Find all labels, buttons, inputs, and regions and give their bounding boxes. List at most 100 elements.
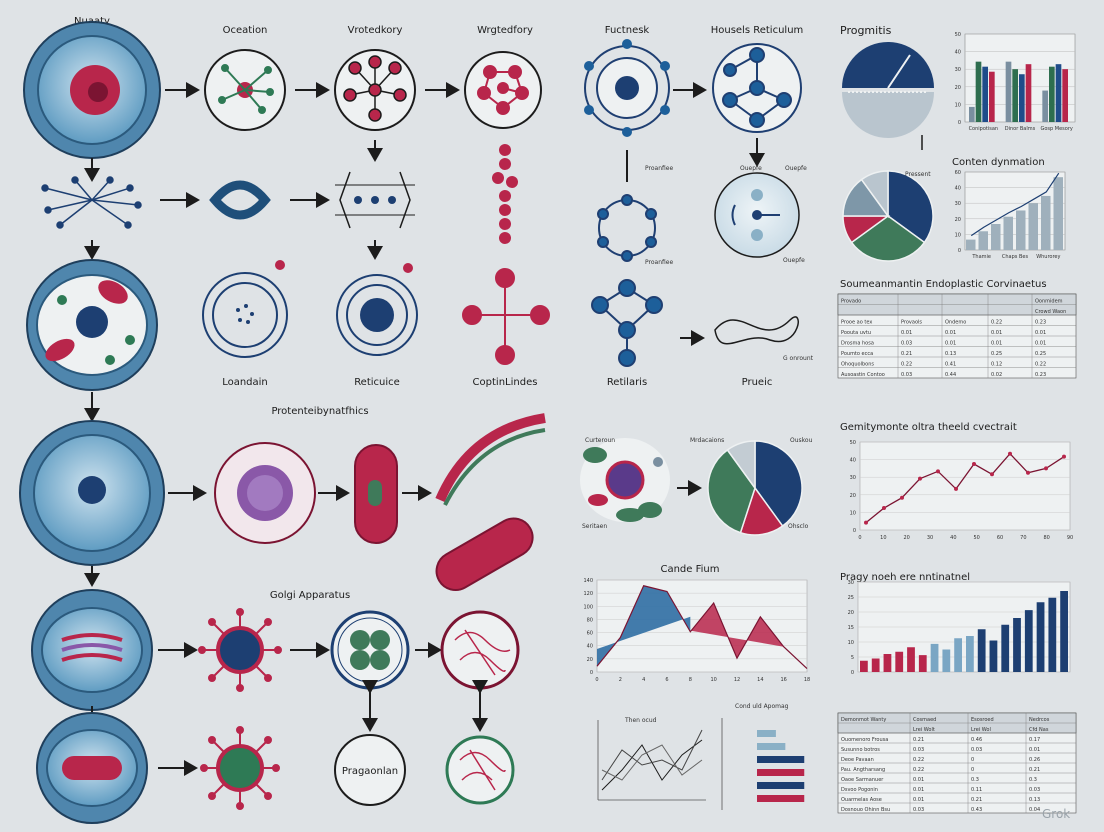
label-oceation: Oceation xyxy=(223,25,268,36)
table1: Provado Prooe ao tex Poouta uvtu Drosma hos… xyxy=(837,293,1077,379)
table-cell: 0.41 xyxy=(945,362,956,368)
line2-point xyxy=(1026,470,1030,475)
area-xtick: 0 xyxy=(595,677,598,683)
hbars-bar xyxy=(757,743,786,750)
table-cell: 0.44 xyxy=(945,372,956,378)
line2-xtick: 80 xyxy=(1043,535,1049,541)
mesh-vesicle-green xyxy=(445,735,515,805)
table-cell: 0.01 xyxy=(945,341,956,347)
table-cell: Ausoastin Contoo xyxy=(841,372,885,378)
bar1-ytick: 0 xyxy=(958,120,961,126)
pragy-bar-chart: 30 25 20 15 10 5 0 xyxy=(848,580,1071,676)
coptin-cross xyxy=(462,268,550,365)
line1-category-label: Chaps Bes xyxy=(1002,254,1029,260)
table-cell: 0.23 xyxy=(1035,320,1046,326)
table-cell: Ouomenoro Frousa xyxy=(841,737,888,743)
red-capsule xyxy=(354,444,398,544)
bar2-bar xyxy=(907,647,915,672)
line2-point xyxy=(990,472,994,477)
table-cell: 0.13 xyxy=(1029,797,1040,803)
line2-title: Gemitymonte oltra theeld cvectrait xyxy=(840,422,1017,433)
conten-dynmation-title: Conten dynmation xyxy=(952,157,1045,168)
line2-xtick: 30 xyxy=(927,535,933,541)
cande-fium-title: Cande Fium xyxy=(660,564,719,575)
table-header-cell: Demonmot Wanty xyxy=(841,717,886,723)
pie1-annotation: Pressent xyxy=(905,171,931,178)
table-cell: 0.01 xyxy=(901,330,912,336)
line1-bar xyxy=(1041,195,1051,250)
mini-label-mrdacaions: Mrdacaions xyxy=(690,437,724,444)
hbars-bar xyxy=(757,769,805,776)
line2-xtick: 40 xyxy=(950,535,956,541)
table-subheader-cell: Cfd Nas xyxy=(1029,727,1049,733)
sline-series xyxy=(601,729,703,781)
table-cell: 0.17 xyxy=(1029,737,1040,743)
table-cell: Ohoquolbons xyxy=(841,362,874,368)
line1-category-label: Whurorey xyxy=(1036,254,1060,260)
fibrils xyxy=(435,413,546,591)
line2-point xyxy=(882,506,886,510)
table-cell: 0.3 xyxy=(971,777,979,783)
mini-cell xyxy=(580,438,670,522)
bar2-title: Pragy noeh ere nntinatnel xyxy=(840,572,970,583)
table-cell: Poouta uvtu xyxy=(841,330,871,336)
area-ytick: 60 xyxy=(587,631,593,637)
table-cell: 0.21 xyxy=(971,797,982,803)
golgi-cell xyxy=(31,589,153,711)
area-xtick: 6 xyxy=(665,677,668,683)
table-cell: 0.22 xyxy=(1035,362,1046,368)
line2-ytick: 40 xyxy=(850,458,856,464)
area-ytick: 140 xyxy=(583,578,593,584)
table-cell: 0.01 xyxy=(1035,341,1046,347)
label-vrotedkory: Vrotedkory xyxy=(348,25,403,36)
bar1-category-label: Dinor Balms xyxy=(1005,126,1036,132)
bar2-ytick: 5 xyxy=(851,655,854,661)
bar2-bar xyxy=(871,658,880,672)
gemitymonte-line-chart: 50 40 30 20 10 00 10 20 30 40 50 60 70 80 90 xyxy=(850,440,1074,541)
oceation-network xyxy=(204,49,286,131)
bar1-bar xyxy=(1025,64,1032,122)
line2-point xyxy=(900,495,904,500)
hbars-title: Cond uld Apomag xyxy=(735,703,789,710)
bar2-bar xyxy=(977,629,986,672)
table-cell: 0.01 xyxy=(913,797,924,803)
line2-xtick: 10 xyxy=(880,535,886,541)
mini-label-ohsclo: Ohsclo xyxy=(788,523,809,530)
progmitis-semicircle xyxy=(842,42,934,138)
mini-label-seritaen: Seritaen xyxy=(582,523,607,530)
table-cell: 0.26 xyxy=(1029,757,1040,763)
area-ytick: 100 xyxy=(583,604,593,610)
note-ouepfe-3: Ouepfe xyxy=(783,257,805,264)
table-cell: 0.01 xyxy=(1035,330,1046,336)
area-xtick: 8 xyxy=(689,677,692,683)
area-xtick: 14 xyxy=(757,677,763,683)
table-cell: Dsvoo Pogonin xyxy=(841,787,878,793)
bar2-bar xyxy=(954,638,962,672)
table-cell: 0.03 xyxy=(901,372,912,378)
table-cell: 0.01 xyxy=(991,330,1002,336)
bar2-bar xyxy=(1024,610,1033,672)
line2-point xyxy=(954,486,958,491)
bar2-bar xyxy=(1060,591,1068,672)
bar2-bar xyxy=(883,654,892,672)
table-cell: 0.12 xyxy=(991,362,1002,368)
line1-bar xyxy=(1028,203,1038,250)
bar2-ytick: 20 xyxy=(848,610,854,616)
line2-xtick: 70 xyxy=(1020,535,1026,541)
area-xtick: 4 xyxy=(642,677,645,683)
bar1-ytick: 50 xyxy=(955,32,961,38)
table-header-cell: Provado xyxy=(841,299,861,305)
clover-vesicle xyxy=(330,610,410,690)
line1-ytick: 10 xyxy=(955,232,961,238)
wrgtedfory-network xyxy=(464,51,542,129)
line1-ytick: 30 xyxy=(955,201,961,207)
hbars-bar xyxy=(757,756,805,763)
bar1-ytick: 30 xyxy=(955,67,961,73)
label-housels-reticulum: Housels Reticulum xyxy=(711,25,804,36)
area-ytick: 120 xyxy=(583,591,593,597)
bar2-bar xyxy=(1013,618,1021,672)
label-fuctnesk: Fuctnesk xyxy=(605,25,650,36)
spiky-cell-2 xyxy=(19,420,165,566)
bar1-bar xyxy=(1055,64,1062,122)
